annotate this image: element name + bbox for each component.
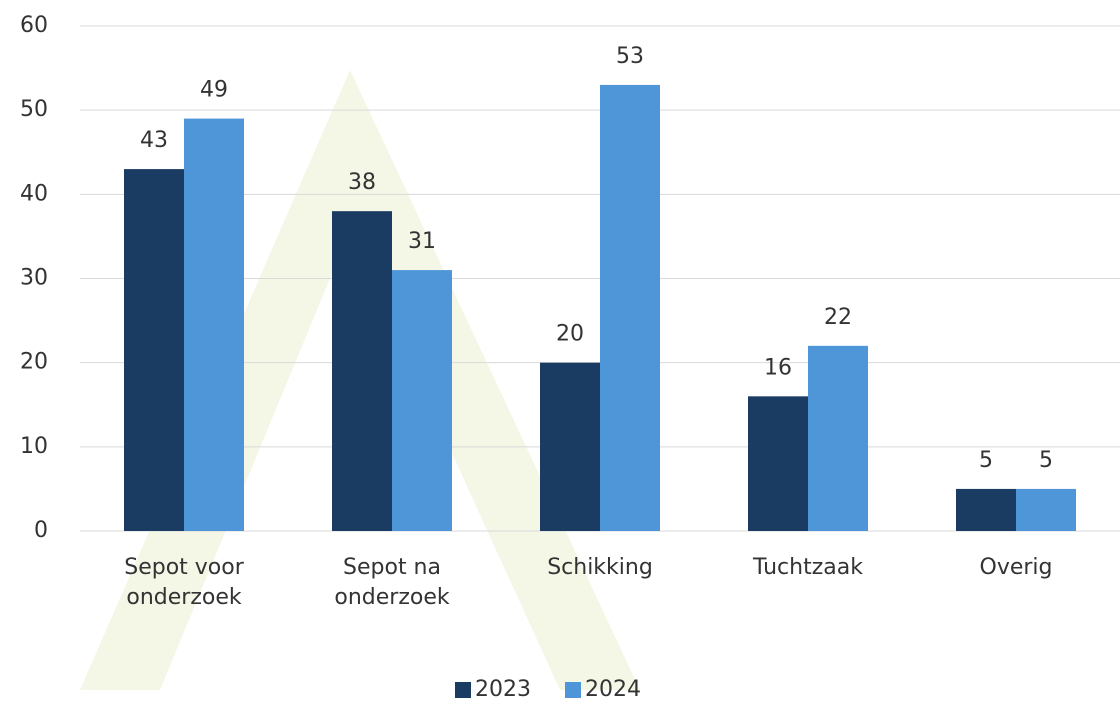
y-tick-label: 10 [20,434,48,459]
y-tick-label: 50 [20,97,48,122]
bar [124,169,184,532]
value-label: 49 [200,78,228,103]
bar [540,362,600,531]
bar [1016,488,1076,531]
y-tick-label: 0 [34,518,48,543]
x-tick-label: Tuchtzaak [753,555,863,580]
legend-swatch [455,682,471,698]
x-tick-label: Overig [979,555,1053,580]
bar [956,488,1016,531]
bar [748,396,808,531]
y-tick-label: 20 [20,350,48,375]
value-label: 53 [616,44,644,69]
legend-label: 2023 [475,677,531,701]
bar [184,118,244,531]
y-tick-label: 30 [20,266,48,291]
x-tick-label: Sepot voor onderzoek [124,555,244,610]
value-label: 16 [764,355,792,380]
value-label: 38 [348,170,376,195]
x-tick-label: Schikking [547,555,653,580]
value-label: 22 [824,305,852,330]
bar [392,270,452,531]
value-label: 5 [1039,448,1053,473]
value-label: 5 [979,448,993,473]
watermark [80,70,640,690]
legend-swatch [565,682,581,698]
bar [332,211,392,531]
bar [600,84,660,532]
value-label: 43 [140,128,168,153]
x-tick-label: Sepot na onderzoek [334,555,450,610]
value-label: 20 [556,322,584,347]
y-tick-label: 60 [20,13,48,38]
legend-label: 2024 [585,677,641,701]
bar [808,345,868,531]
y-tick-label: 40 [20,181,48,206]
value-label: 31 [408,229,436,254]
